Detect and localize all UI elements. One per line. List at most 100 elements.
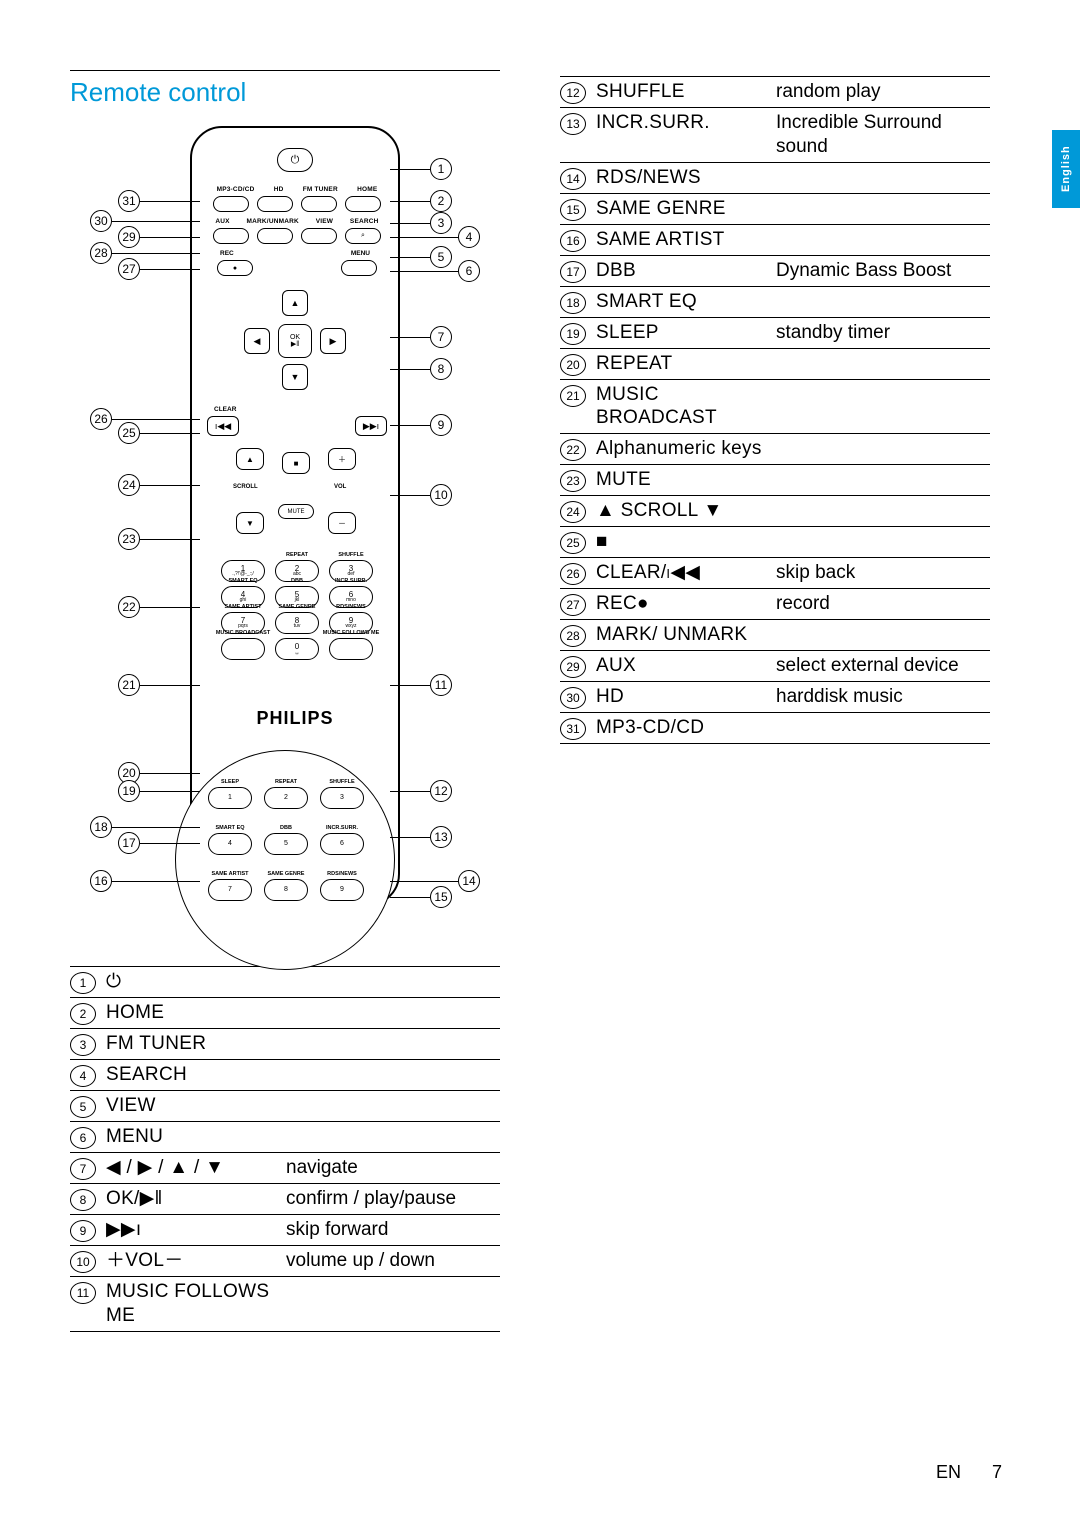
legend-row: 19SLEEPstandby timer: [560, 317, 990, 348]
legend-row: 31MP3-CD/CD: [560, 712, 990, 744]
footer-lang: EN: [936, 1462, 961, 1482]
skip-row: ı◀◀ ▶▶ı: [207, 416, 387, 436]
rec-label: REC: [220, 250, 234, 257]
callout-27: 27: [118, 258, 140, 280]
callout-2: 2: [430, 190, 452, 212]
legend-row: 20REPEAT: [560, 348, 990, 379]
vol-down: －: [328, 512, 356, 534]
legend-row: 17DBBDynamic Bass Boost: [560, 255, 990, 286]
page-footer: EN 7: [936, 1462, 1002, 1483]
right-column: 12SHUFFLErandom play13INCR.SURR.Incredib…: [560, 70, 990, 1332]
legend-row: 2HOME: [70, 997, 500, 1028]
legend-row: 25■: [560, 526, 990, 557]
mid-cluster: ▲ ▼ SCROLL ■ ＋ － VOL MUTE: [230, 448, 364, 548]
legend-row: 21MUSIC BROADCAST: [560, 379, 990, 434]
legend-right: 12SHUFFLErandom play13INCR.SURR.Incredib…: [560, 76, 990, 744]
callout-30: 30: [90, 210, 112, 232]
vol-up: ＋: [328, 448, 356, 470]
legend-row: 26CLEAR/ı◀◀skip back: [560, 557, 990, 588]
legend-row: 23MUTE: [560, 464, 990, 495]
legend-row: 27REC●record: [560, 588, 990, 619]
callout-1: 1: [430, 158, 452, 180]
callout-8: 8: [430, 358, 452, 380]
rec-button: ●: [217, 260, 253, 276]
callout-10: 10: [430, 484, 452, 506]
mute-button: MUTE: [278, 504, 314, 519]
source-labels: MP3-CD/CDHDFM TUNERHOME: [207, 186, 387, 193]
ok-glyph: ▶ǁ: [291, 341, 299, 348]
callout-18: 18: [90, 816, 112, 838]
callout-14: 14: [458, 870, 480, 892]
callout-31: 31: [118, 190, 140, 212]
callout-9: 9: [430, 414, 452, 436]
footer-page: 7: [992, 1462, 1002, 1482]
left-column: Remote control ⏻ MP3-CD/CDHDFM TUNERHOME…: [70, 70, 500, 1332]
callout-12: 12: [430, 780, 452, 802]
aux-labels: AUXMARK/UNMARKVIEWSEARCH: [207, 218, 387, 225]
callout-11: 11: [430, 674, 452, 696]
scroll-up: ▲: [236, 448, 264, 470]
legend-row: 9▶▶ıskip forward: [70, 1214, 500, 1245]
dpad-left: ◀: [244, 328, 270, 354]
legend-row: 14RDS/NEWS: [560, 162, 990, 193]
callout-21: 21: [118, 674, 140, 696]
legend-left: 1⏻2HOME3FM TUNER4SEARCH5VIEW6MENU7◀ / ▶ …: [70, 966, 500, 1332]
legend-row: 30HDharddisk music: [560, 681, 990, 712]
section-rule: [70, 70, 500, 71]
callout-13: 13: [430, 826, 452, 848]
callout-5: 5: [430, 246, 452, 268]
legend-row: 8OK/▶ǁconfirm / play/pause: [70, 1183, 500, 1214]
callout-19: 19: [118, 780, 140, 802]
aux-buttons: ⌕: [207, 228, 387, 244]
callout-3: 3: [430, 212, 452, 234]
legend-row: 28MARK/ UNMARK: [560, 619, 990, 650]
skip-back-button: ı◀◀: [207, 416, 239, 436]
keypad: 1.,?!'@-_:;/REPEAT2abcSHUFFLE3defSMART E…: [214, 560, 380, 664]
callout-6: 6: [458, 260, 480, 282]
language-tab: English: [1052, 130, 1080, 208]
legend-row: 3FM TUNER: [70, 1028, 500, 1059]
legend-row: 10＋VOL－volume up / down: [70, 1245, 500, 1276]
dpad-down: ▼: [282, 364, 308, 390]
dpad-right: ▶: [320, 328, 346, 354]
legend-row: 6MENU: [70, 1121, 500, 1152]
brand-logo: PHILIPS: [192, 708, 398, 729]
callout-24: 24: [118, 474, 140, 496]
power-button: ⏻: [277, 148, 313, 172]
menu-button: [341, 260, 377, 276]
legend-row: 1⏻: [70, 966, 500, 997]
legend-row: 12SHUFFLErandom play: [560, 76, 990, 107]
scroll-label: SCROLL: [233, 484, 258, 490]
legend-row: 15SAME GENRE: [560, 193, 990, 224]
callout-17: 17: [118, 832, 140, 854]
dpad: ▲ ▼ ◀ ▶ OK ▶ǁ: [230, 286, 360, 396]
legend-row: 11MUSIC FOLLOWS ME: [70, 1276, 500, 1332]
legend-row: 4SEARCH: [70, 1059, 500, 1090]
dpad-up: ▲: [282, 290, 308, 316]
remote-diagram: ⏻ MP3-CD/CDHDFM TUNERHOME AUXMARK/UNMARK…: [90, 126, 480, 916]
callout-4: 4: [458, 226, 480, 248]
callout-28: 28: [90, 242, 112, 264]
rec-menu-row: ●: [207, 260, 387, 276]
legend-row: 13INCR.SURR.Incredible Surround sound: [560, 107, 990, 162]
legend-row: 16SAME ARTIST: [560, 224, 990, 255]
vol-label: VOL: [334, 484, 346, 490]
stop-button: ■: [282, 452, 310, 474]
ok-text: OK: [290, 334, 300, 341]
section-title: Remote control: [70, 77, 500, 108]
legend-row: 29AUXselect external device: [560, 650, 990, 681]
callout-26: 26: [90, 408, 112, 430]
legend-row: 18SMART EQ: [560, 286, 990, 317]
skip-fwd-button: ▶▶ı: [355, 416, 387, 436]
callout-16: 16: [90, 870, 112, 892]
menu-label: MENU: [351, 250, 370, 257]
callout-15: 15: [430, 886, 452, 908]
source-buttons: [207, 196, 387, 212]
legend-row: 24▲ SCROLL ▼: [560, 495, 990, 526]
callout-7: 7: [430, 326, 452, 348]
callout-22: 22: [118, 596, 140, 618]
scroll-down: ▼: [236, 512, 264, 534]
flip-panel: SLEEP1REPEAT2SHUFFLE3SMART EQ4DBB5INCR.S…: [175, 750, 395, 970]
callout-25: 25: [118, 422, 140, 444]
legend-row: 7◀ / ▶ / ▲ / ▼navigate: [70, 1152, 500, 1183]
